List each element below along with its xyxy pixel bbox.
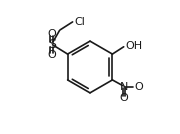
Text: O: O xyxy=(47,29,56,39)
Text: OH: OH xyxy=(126,41,143,51)
Text: O: O xyxy=(47,50,56,60)
Text: O: O xyxy=(134,82,143,92)
Text: S: S xyxy=(48,38,56,51)
Text: Cl: Cl xyxy=(75,16,86,27)
Text: N: N xyxy=(120,82,128,92)
Text: O: O xyxy=(120,93,128,103)
